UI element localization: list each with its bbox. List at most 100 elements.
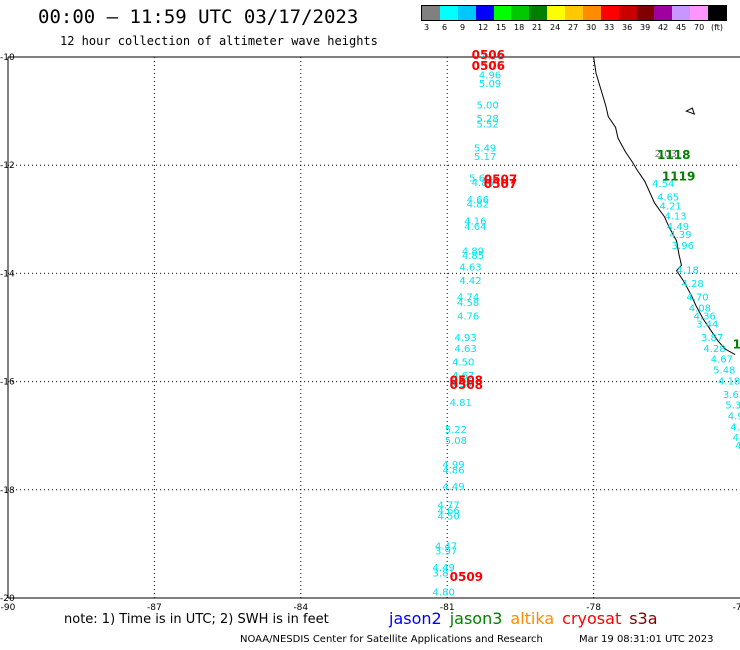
- legend-label: 39: [640, 23, 651, 32]
- wave-height-label: 4.74: [457, 292, 479, 303]
- page-title: 00:00 – 11:59 UTC 03/17/2023: [38, 6, 359, 28]
- wave-height-label: 3.67: [723, 390, 740, 401]
- wave-height-label: 5.33: [725, 401, 740, 412]
- legend-labels: 3 6 9 12 15 18 21 24 27 30 33 36 39 42 45 70 (ft): [421, 21, 727, 33]
- legend-swatch: [618, 6, 637, 20]
- coastline: [593, 56, 736, 355]
- legend-label: 27: [568, 23, 579, 32]
- wave-height-label: 4.66: [467, 195, 489, 206]
- legend-label: 21: [532, 23, 543, 32]
- wave-height-label: 4.19: [481, 52, 503, 63]
- wave-height-label: 4.63: [455, 344, 477, 355]
- x-tick-label: -90: [1, 603, 16, 613]
- wave-height-label: 4.: [733, 433, 740, 444]
- wave-height-label: 4.08: [689, 303, 711, 314]
- wave-height-label: 4.80: [433, 587, 455, 598]
- wave-height-label: 5.49: [474, 144, 496, 155]
- pass-time-label: 0508: [450, 378, 483, 392]
- wave-height-label: 4.18: [718, 376, 740, 387]
- pass-time-label: 1118: [657, 148, 690, 162]
- wave-height-label: 4.76: [457, 311, 479, 322]
- wave-height-label: 5.17: [474, 152, 496, 163]
- pass-time-label: 0507: [484, 172, 517, 186]
- wave-height-label: 4.54: [652, 179, 674, 190]
- legend-label: 9: [460, 23, 466, 32]
- satellite-legend-item: jason3: [449, 609, 503, 628]
- legend-label: 18: [514, 23, 525, 32]
- wave-height-label: 4.28: [681, 279, 703, 290]
- wave-height-label: 4.50: [452, 357, 474, 368]
- y-tick-label: -20: [0, 594, 15, 604]
- wave-height-label: 4.93: [455, 333, 477, 344]
- wave-height-label: 4.16: [464, 217, 486, 228]
- wave-height-label: 4.99: [442, 460, 464, 471]
- legend-label: 3: [424, 23, 430, 32]
- pass-time-label: 0508: [450, 374, 483, 388]
- legend-swatch: [529, 6, 548, 20]
- wave-height-label: 4.63: [459, 263, 481, 274]
- legend-label: 42: [658, 23, 669, 32]
- wave-height-label: 4.47: [435, 541, 457, 552]
- legend-label: 24: [550, 23, 561, 32]
- pass-time-label: 0506: [472, 48, 505, 62]
- footer-timestamp: Mar 19 08:31:01 UTC 2023: [579, 634, 714, 645]
- y-tick-label: -16: [0, 378, 15, 388]
- wave-height-label: 4.58: [457, 298, 479, 309]
- footer-note: note: 1) Time is in UTC; 2) SWH is in fe…: [64, 612, 329, 627]
- x-tick-label: -78: [586, 603, 601, 613]
- wave-height-label: 4.0: [730, 422, 740, 433]
- wave-height-label: 2.03: [655, 149, 677, 160]
- satellite-legend-item: cryosat: [562, 609, 622, 628]
- legend-swatch: [457, 6, 476, 20]
- y-tick-label: -18: [0, 486, 15, 496]
- legend-swatch: [708, 6, 726, 20]
- wave-height-label: 4.70: [686, 292, 708, 303]
- wave-height-label: 4.: [735, 441, 740, 452]
- legend-swatch: [422, 6, 440, 20]
- wave-height-label: 4.82: [467, 199, 489, 210]
- satellite-legend-item: jason2: [389, 609, 442, 628]
- wave-height-label: 5.48: [713, 365, 735, 376]
- wave-height-label: 4.42: [459, 276, 481, 287]
- legend-swatch: [600, 6, 619, 20]
- wave-height-label: 4.86: [472, 178, 494, 189]
- legend-label: 15: [496, 23, 507, 32]
- pass-time-label: 11: [733, 337, 740, 351]
- wave-height-label: 4.28: [703, 344, 725, 355]
- wave-height-label: 4.64: [464, 222, 486, 233]
- legend-swatch: [672, 6, 691, 20]
- x-tick-label: -81: [440, 603, 455, 613]
- legend-label: 70: [694, 23, 705, 32]
- legend-swatch: [690, 6, 708, 20]
- wave-height-label: 4.81: [450, 398, 472, 409]
- wave-height-label: 5.64: [469, 173, 491, 184]
- wave-height-label: 4.67: [452, 371, 474, 382]
- wave-height-label: 4.49: [667, 222, 689, 233]
- legend-label: 33: [604, 23, 615, 32]
- legend-label: 12: [478, 23, 489, 32]
- x-tick-label: -75: [733, 603, 740, 613]
- legend-label: 45: [676, 23, 687, 32]
- wave-height-label: 3.44: [696, 320, 718, 331]
- wave-height-label: 4.49: [433, 563, 455, 574]
- wave-height-label: 5.22: [445, 425, 467, 436]
- legend-swatch: [439, 6, 458, 20]
- wave-height-label: 4.67: [711, 355, 733, 366]
- wave-height-label: 4.86: [442, 466, 464, 477]
- legend-swatch: [547, 6, 565, 20]
- legend-unit: (ft): [711, 23, 724, 32]
- wave-height-label: 4.72: [481, 60, 503, 71]
- legend-swatch: [582, 6, 601, 20]
- pass-time-label: 1119: [662, 170, 695, 184]
- legend-label: 36: [622, 23, 633, 32]
- wave-height-label: 4.39: [669, 230, 691, 241]
- color-scale-legend: 3 6 9 12 15 18 21 24 27 30 33 36 39 42 45 70 (ft): [421, 5, 727, 35]
- wave-height-label: 3.81: [433, 568, 455, 579]
- y-tick-label: -12: [0, 161, 15, 171]
- footer-credit: NOAA/NESDIS Center for Satellite Applica…: [240, 634, 543, 645]
- wave-height-label: 5.52: [476, 119, 498, 130]
- legend-swatch: [475, 6, 494, 20]
- wave-height-label: 4.85: [462, 251, 484, 262]
- wave-height-label: 5.09: [479, 79, 501, 90]
- wave-height-label: 4.77: [437, 501, 459, 512]
